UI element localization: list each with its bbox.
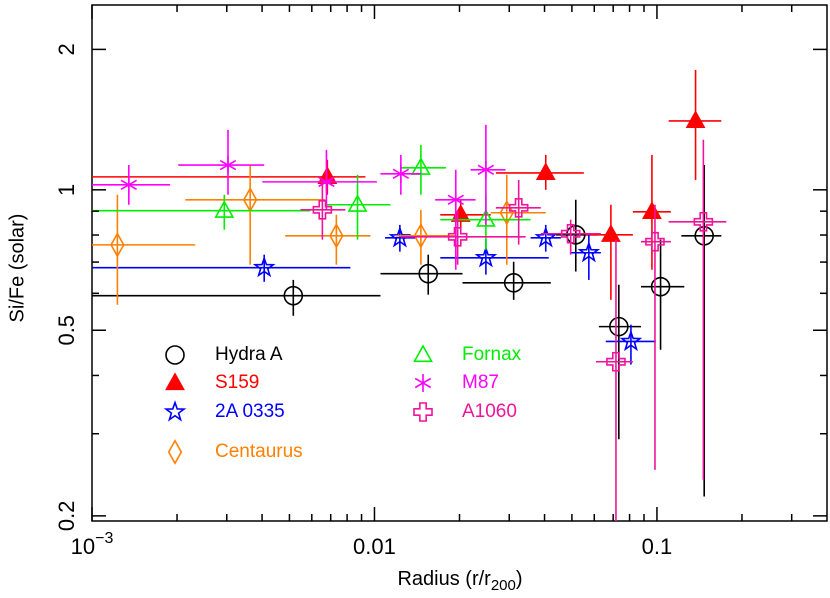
legend-label: A1060 (462, 401, 517, 422)
legend-label: Hydra A (215, 344, 283, 365)
marker (450, 204, 471, 222)
marker (619, 329, 643, 352)
plot-area (92, 69, 727, 521)
legend-marker (165, 345, 185, 365)
marker (329, 222, 344, 249)
marker (503, 272, 524, 293)
marker (110, 231, 125, 258)
marker (642, 201, 662, 219)
marker (242, 186, 258, 213)
marker (475, 209, 496, 227)
marker (560, 223, 581, 244)
marker (499, 199, 514, 226)
legend-marker (413, 344, 433, 363)
marker (219, 156, 237, 175)
marker (252, 255, 276, 278)
y-tick-label: 0.2 (54, 501, 79, 532)
marker (347, 194, 368, 212)
marker (609, 316, 629, 337)
marker (413, 222, 429, 249)
x-axis-label-text: Radius (r/r (397, 568, 491, 590)
x-tick-label-base: 10 (71, 534, 95, 559)
x-axis-label: Radius (r/r200) (397, 568, 522, 594)
x-tick-label: 0.1 (642, 534, 673, 559)
marker (418, 263, 439, 284)
marker (447, 190, 464, 209)
legend-label: Fornax (462, 344, 522, 365)
x-axis-label-close: ) (516, 568, 523, 590)
marker (120, 175, 138, 194)
marker (685, 110, 706, 129)
legend-label: S159 (215, 372, 259, 393)
legend-label: 2A 0335 (215, 401, 285, 422)
marker (410, 157, 431, 175)
legend-marker (414, 374, 432, 392)
marker (312, 200, 333, 220)
marker (645, 231, 665, 252)
y-tick-label: 1 (54, 184, 79, 196)
x-tick-label-exponent: −3 (95, 530, 113, 547)
marker (392, 164, 410, 183)
marker (600, 224, 621, 242)
marker (318, 172, 335, 191)
legend-label: M87 (462, 372, 499, 393)
y-tick-label: 0.5 (54, 315, 79, 346)
marker (508, 198, 529, 218)
legend-label: Centaurus (215, 441, 303, 462)
x-tick-label: 0.01 (353, 534, 396, 559)
marker (388, 225, 412, 248)
marker (534, 225, 558, 248)
marker (474, 245, 498, 268)
legend-marker (167, 439, 183, 465)
marker (214, 200, 235, 218)
marker (477, 160, 495, 179)
y-axis-label: Si/Fe (solar) (6, 214, 28, 323)
marker (606, 351, 626, 372)
marker (535, 162, 556, 181)
legend-marker (165, 372, 185, 391)
y-tick-label: 2 (54, 43, 79, 55)
legend-marker (163, 400, 187, 422)
marker (693, 211, 714, 232)
legend-marker (413, 402, 433, 422)
marker (447, 227, 468, 247)
marker (694, 225, 714, 246)
x-axis-label-subscript: 200 (491, 577, 516, 594)
marker (577, 240, 601, 263)
plot-frame (91, 4, 828, 522)
marker (283, 285, 304, 306)
x-tick-label: 10−3 (71, 530, 114, 559)
